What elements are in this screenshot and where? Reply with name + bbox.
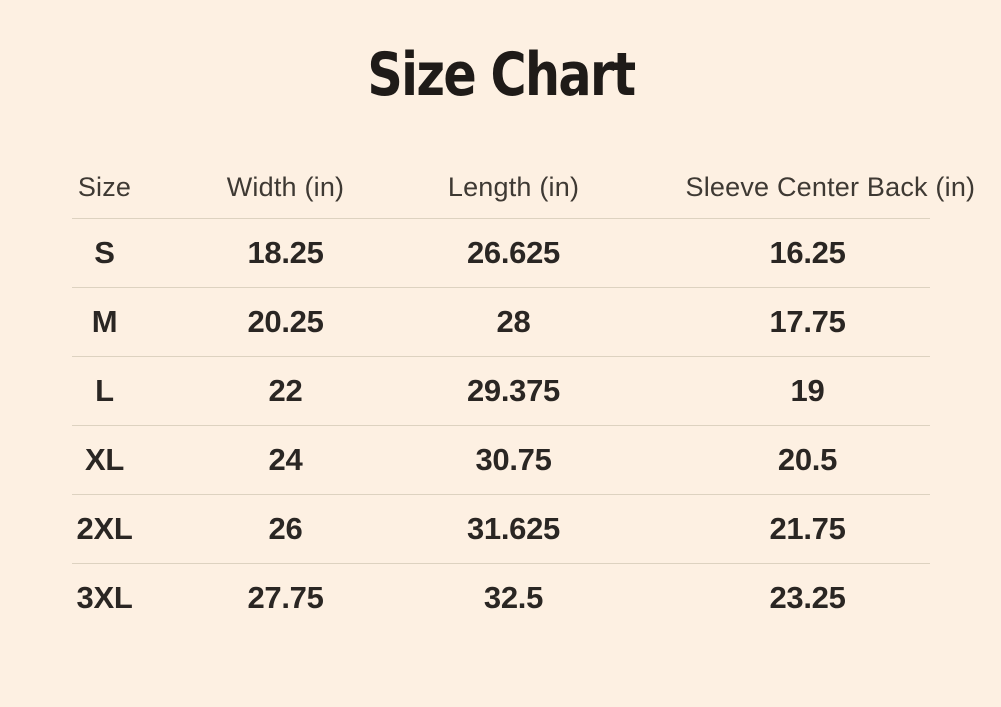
length-cell: 26.625 [466, 235, 561, 270]
page: { "title": "Size Chart", "table": { "hea… [0, 40, 1001, 707]
width-cell: 24 [268, 442, 303, 477]
table-row: 3XL 27.75 32.5 23.25 [71, 563, 930, 632]
width-cell: 22 [268, 373, 303, 408]
page-title: Size Chart [366, 40, 636, 110]
length-cell: 31.625 [466, 511, 561, 546]
title-wrap: Size Chart [0, 40, 1001, 110]
width-cell: 26 [268, 511, 303, 546]
size-cell: M [91, 304, 118, 339]
sleeve-cell: 21.75 [769, 511, 846, 546]
width-cell: 18.25 [247, 235, 324, 270]
table-body: S 18.25 26.625 16.25 M 20.25 28 17.75 L 22 29.375 1… [71, 218, 930, 632]
length-cell: 28 [496, 304, 531, 339]
sleeve-cell: 20.5 [777, 442, 838, 477]
sleeve-cell: 19 [790, 373, 825, 408]
column-header-width: Width (in) [226, 171, 345, 202]
table-row: S 18.25 26.625 16.25 [71, 218, 930, 287]
length-cell: 29.375 [466, 373, 561, 408]
size-cell: 2XL [76, 511, 133, 546]
column-header-length: Length (in) [447, 171, 580, 202]
column-header-size: Size [77, 171, 132, 202]
width-cell: 27.75 [247, 580, 324, 615]
table-row: XL 24 30.75 20.5 [71, 425, 930, 494]
table-row: M 20.25 28 17.75 [71, 287, 930, 356]
width-cell: 20.25 [247, 304, 324, 339]
sleeve-cell: 17.75 [769, 304, 846, 339]
size-cell: 3XL [76, 580, 133, 615]
table-header-row: Size Width (in) Length (in) Sleeve Cente… [72, 156, 976, 218]
size-chart-table: Size Width (in) Length (in) Sleeve Cente… [71, 156, 976, 632]
size-cell: XL [84, 442, 124, 477]
length-cell: 32.5 [483, 580, 544, 615]
size-chart-page: Size Chart Size Width (in) Length (in) S… [0, 40, 1001, 632]
sleeve-cell: 23.25 [769, 580, 846, 615]
size-cell: S [94, 235, 115, 270]
table-row: 2XL 26 31.625 21.75 [71, 494, 930, 563]
table-row: L 22 29.375 19 [71, 356, 930, 425]
size-cell: L [95, 373, 114, 408]
column-header-sleeve: Sleeve Center Back (in) [685, 171, 976, 202]
sleeve-cell: 16.25 [769, 235, 846, 270]
length-cell: 30.75 [475, 442, 552, 477]
